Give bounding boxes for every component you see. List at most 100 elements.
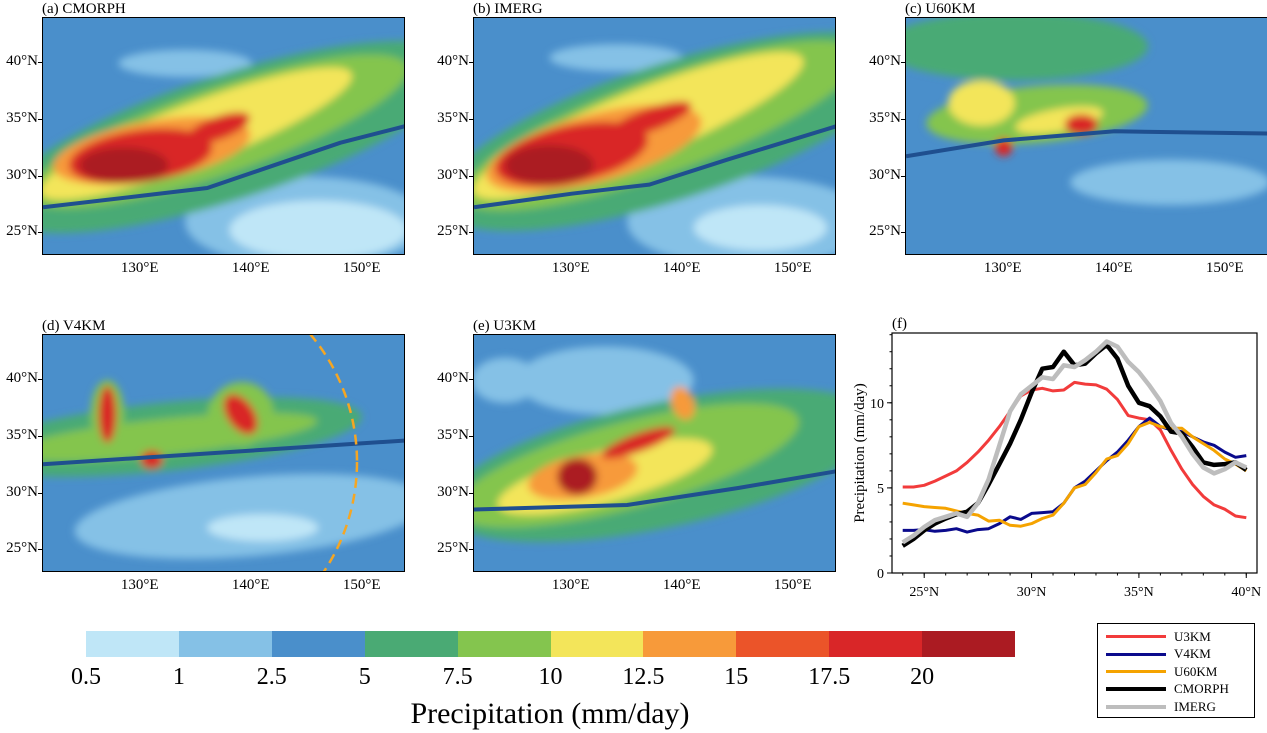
tick-mark: [901, 119, 905, 120]
colorbar-swatch: [86, 631, 179, 657]
front-line: [474, 469, 835, 512]
precip-region: [670, 386, 695, 420]
lat-tick-label: 25°N: [437, 223, 469, 240]
series-line-u60km: [902, 420, 1248, 528]
precip-map: [42, 17, 405, 255]
lon-tick-label: 130°E: [120, 577, 159, 593]
lat-tick-label: 40°N: [869, 53, 901, 70]
tick-mark: [901, 175, 905, 177]
colorbar-label: 7.5: [442, 664, 473, 690]
panel-title: (d) V4KM: [42, 318, 106, 334]
precip-map: [42, 334, 405, 572]
colorbar-swatch: [829, 631, 923, 657]
tick-mark: [38, 549, 42, 551]
lat-tick-label: 25°N: [869, 223, 901, 240]
lon-tick-label: 140°E: [231, 260, 270, 276]
colorbar-label: 0.5: [71, 664, 101, 690]
colorbar-label: 1: [172, 664, 185, 690]
precip-region: [906, 18, 1148, 81]
lat-tick-label: 40°N: [6, 53, 38, 70]
precip-region: [601, 426, 675, 459]
lat-tick-label: 30°N: [869, 166, 901, 183]
tick-mark: [38, 492, 42, 494]
x-tick-label: 25°N: [909, 585, 939, 600]
lat-tick-label: 35°N: [437, 110, 469, 126]
legend-item: U60KM: [1106, 663, 1217, 680]
precip-region: [229, 200, 404, 254]
series-line-u3km: [902, 380, 1247, 520]
lon-tick-label: 150°E: [342, 260, 381, 276]
tick-mark: [901, 62, 905, 64]
tick-mark: [38, 232, 42, 234]
precip-region: [474, 357, 539, 403]
precip-region: [79, 147, 169, 184]
x-tick-label: 35°N: [1124, 585, 1154, 600]
lon-tick-label: 140°E: [231, 577, 270, 593]
colorbar-swatch: [550, 631, 644, 657]
lon-tick-label: 140°E: [1094, 260, 1133, 276]
panel-f-title: (f): [892, 316, 907, 332]
lon-tick-label: 140°E: [662, 577, 701, 593]
colorbar-swatch: [922, 631, 1016, 657]
lon-tick-label: 140°E: [662, 260, 701, 276]
legend-label: IMERG: [1174, 698, 1216, 714]
lat-tick-label: 35°N: [437, 427, 469, 443]
colorbar-swatch: [364, 631, 458, 657]
series-line-imerg: [901, 339, 1248, 545]
precip-region: [693, 205, 828, 251]
lon-tick-label: 130°E: [551, 577, 590, 593]
precip-region: [140, 450, 163, 469]
lon-tick-label: 150°E: [342, 577, 381, 593]
panel-title: (e) U3KM: [473, 318, 536, 334]
lat-tick-label: 30°N: [6, 483, 38, 500]
lat-tick-label: 35°N: [869, 110, 901, 126]
colorbar-label: 10: [538, 664, 563, 690]
precip-region: [607, 101, 692, 139]
lon-tick-label: 130°E: [551, 260, 590, 276]
lat-tick-label: 30°N: [437, 483, 469, 500]
lat-tick-label: 25°N: [437, 540, 469, 557]
colorbar-swatch: [178, 631, 272, 657]
lat-tick-label: 35°N: [6, 110, 38, 126]
precip-region: [1015, 106, 1103, 134]
lat-tick-label: 40°N: [437, 53, 469, 70]
chart-legend: U3KM V4KM U60KM CMORPH IMERG: [1097, 623, 1255, 718]
colorbar-label: 2.5: [256, 664, 287, 690]
tick-mark: [38, 62, 42, 64]
precip-region: [118, 49, 252, 77]
tick-mark: [469, 232, 473, 234]
lat-tick-label: 30°N: [437, 166, 469, 183]
panel-title: (c) U60KM: [905, 1, 976, 17]
colorbar-label: 20: [910, 664, 935, 690]
legend-swatch: [1106, 670, 1166, 673]
tick-mark: [38, 436, 42, 437]
tick-mark: [469, 175, 473, 177]
precip-region: [549, 44, 683, 72]
lat-tick-label: 35°N: [6, 427, 38, 443]
legend-swatch: [1106, 652, 1166, 656]
tick-mark: [901, 232, 905, 234]
colorbar-title: Precipitation (mm/day): [410, 697, 690, 730]
colorbar-swatch: [643, 631, 737, 657]
legend-label: U3KM: [1174, 628, 1211, 644]
front-line: [43, 438, 404, 467]
lon-tick-label: 150°E: [1205, 260, 1244, 276]
lon-tick-label: 150°E: [773, 577, 812, 593]
colorbar-swatch: [271, 631, 365, 657]
y-tick-label: 5: [877, 482, 884, 497]
x-tick-label: 30°N: [1017, 585, 1047, 600]
tick-mark: [469, 492, 473, 494]
precip-region: [505, 144, 594, 186]
precip-region: [1070, 159, 1267, 205]
precip-region: [98, 386, 117, 443]
tick-mark: [38, 175, 42, 177]
precip-region: [223, 394, 258, 435]
precip-region: [516, 346, 694, 415]
y-tick-label: 0: [877, 567, 884, 582]
precip-region: [207, 514, 319, 542]
colorbar-swatch: [736, 631, 830, 657]
colorbar: [86, 631, 1016, 657]
precip-region: [948, 80, 1015, 126]
tick-mark: [38, 119, 42, 120]
precip-map: [473, 334, 836, 572]
